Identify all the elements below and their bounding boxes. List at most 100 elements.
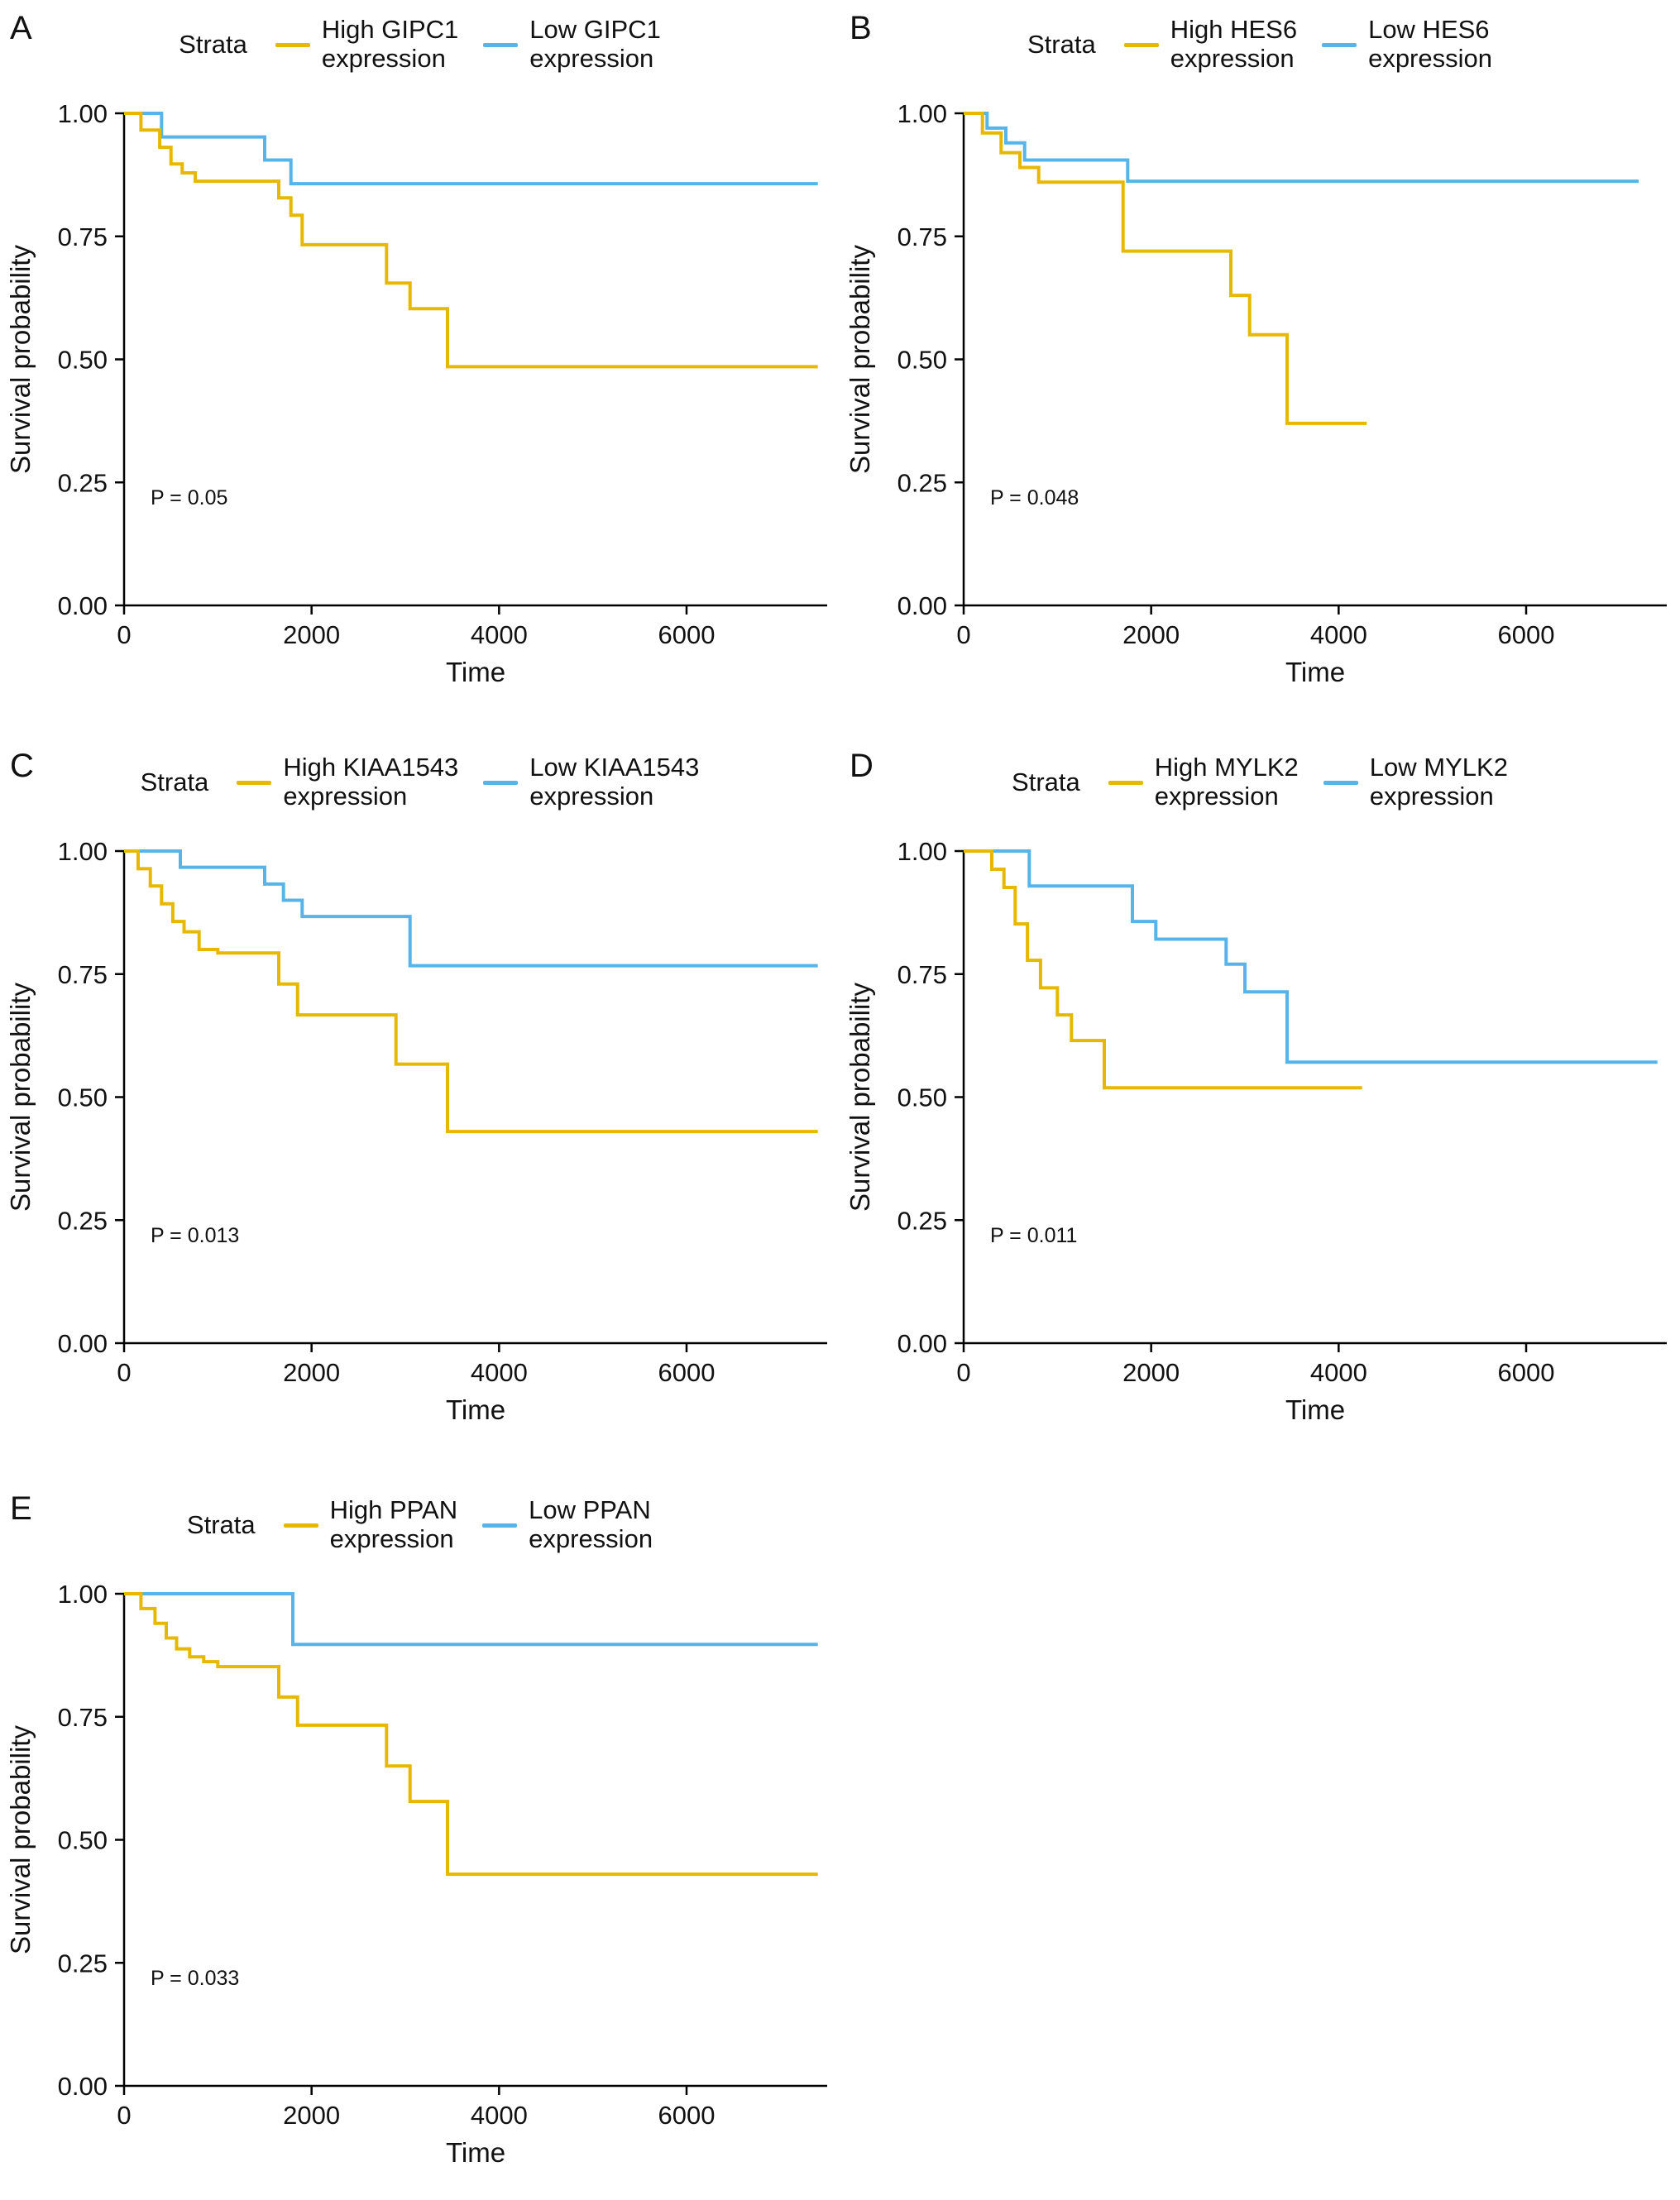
y-axis-title: Survival probability: [845, 983, 875, 1212]
x-tick-label: 0: [117, 1358, 131, 1387]
y-tick-label: 0.00: [897, 1329, 947, 1358]
y-tick-label: 0.50: [897, 346, 947, 375]
y-tick-label: 1.00: [58, 1580, 108, 1609]
panel-label-e: E: [10, 1490, 32, 1527]
x-tick-label: 2000: [283, 1358, 340, 1387]
y-tick-label: 0.00: [897, 591, 947, 620]
legend-item-low: Low KIAA1543 expression: [483, 753, 699, 811]
legend-item-low: Low HES6 expression: [1322, 15, 1492, 73]
legend-swatch-high-icon: [283, 1523, 318, 1528]
legend-label-high: High PPAN expression: [329, 1495, 458, 1553]
x-tick-label: 2000: [1122, 1358, 1180, 1387]
legend-label-high: High GIPC1 expression: [321, 15, 459, 73]
x-tick-label: 6000: [1498, 1358, 1555, 1387]
y-axis-title: Survival probability: [5, 983, 36, 1212]
legend-item-low: Low PPAN expression: [482, 1495, 653, 1553]
p-value-label: P = 0.033: [151, 1967, 239, 1990]
legend-item-high: High PPAN expression: [283, 1495, 458, 1553]
km-curve-low: [124, 849, 818, 968]
km-curve-low: [124, 112, 818, 186]
legend-label-high: High HES6 expression: [1170, 15, 1298, 73]
y-tick-label: 0.50: [897, 1083, 947, 1112]
x-tick-label: 4000: [1310, 1358, 1367, 1387]
y-tick-label: 0.75: [58, 960, 108, 989]
y-tick-label: 1.00: [58, 837, 108, 866]
p-value-label: P = 0.05: [151, 486, 227, 509]
km-curve-high: [124, 1592, 818, 1877]
x-tick-label: 2000: [283, 2101, 340, 2130]
panel-label-c: C: [10, 748, 34, 784]
panel-d: D Strata High MYLK2 expression Low MYLK2 ex…: [840, 738, 1680, 1480]
legend-label-low: Low PPAN expression: [529, 1495, 653, 1553]
legend-swatch-low-icon: [1322, 42, 1357, 47]
y-tick-label: 0.00: [58, 591, 108, 620]
km-curve-high: [964, 849, 1362, 1090]
x-tick-label: 6000: [658, 1358, 716, 1387]
legend-label-low: Low MYLK2 expression: [1369, 753, 1508, 811]
x-axis-title: Time: [1285, 1394, 1345, 1425]
y-tick-label: 0.25: [58, 1206, 108, 1235]
panel-b: B Strata High HES6 expression Low HES6 expr…: [840, 0, 1680, 738]
y-tick-label: 0.00: [58, 1329, 108, 1358]
y-tick-label: 0.75: [897, 960, 947, 989]
legend-label-high: High MYLK2 expression: [1154, 753, 1299, 811]
km-curve-high: [124, 849, 818, 1134]
y-tick-label: 0.25: [58, 1949, 108, 1978]
y-tick-label: 0.75: [58, 1703, 108, 1732]
legend-item-high: High GIPC1 expression: [275, 15, 459, 73]
legend-title: Strata: [140, 768, 209, 796]
x-tick-label: 4000: [471, 620, 528, 649]
legend-title: Strata: [1012, 768, 1080, 796]
km-plot-d: 0.00 0.25 0.50 0.75 1.00 0 2000 4000 6000 Surviva…: [845, 837, 1667, 1425]
legend-item-high: High MYLK2 expression: [1108, 753, 1299, 811]
y-tick-label: 1.00: [897, 99, 947, 128]
legend: Strata High MYLK2 expression Low MYLK2 exp…: [840, 743, 1680, 822]
y-tick-label: 0.50: [58, 346, 108, 375]
panel-e: E Strata High PPAN expression Low PPAN expr…: [0, 1480, 840, 2200]
x-axis-title: Time: [446, 657, 505, 687]
panel-label-d: D: [850, 748, 874, 784]
y-tick-label: 0.00: [58, 2072, 108, 2101]
y-tick-label: 1.00: [897, 837, 947, 866]
x-tick-label: 0: [956, 620, 970, 649]
y-tick-label: 0.75: [897, 222, 947, 251]
legend-label-low: Low KIAA1543 expression: [529, 753, 700, 811]
km-plot-e: 0.00 0.25 0.50 0.75 1.00 0 2000 4000 6000 Surviva…: [5, 1580, 827, 2168]
x-tick-label: 4000: [471, 2101, 528, 2130]
x-tick-label: 4000: [471, 1358, 528, 1387]
y-axis-title: Survival probability: [5, 1725, 36, 1954]
y-axis-title: Survival probability: [5, 245, 36, 474]
panel-label-a: A: [10, 10, 32, 46]
panel-label-b: B: [850, 10, 872, 46]
legend-label-high: High KIAA1543 expression: [283, 753, 459, 811]
legend-item-low: Low GIPC1 expression: [483, 15, 661, 73]
legend-label-low: Low HES6 expression: [1368, 15, 1492, 73]
legend-item-high: High HES6 expression: [1123, 15, 1298, 73]
legend-label-low: Low GIPC1 expression: [529, 15, 661, 73]
legend: Strata High HES6 expression Low HES6 expre…: [840, 5, 1680, 84]
y-tick-label: 0.25: [897, 1206, 947, 1235]
p-value-label: P = 0.011: [990, 1224, 1077, 1247]
x-tick-label: 0: [956, 1358, 970, 1387]
x-tick-label: 4000: [1310, 620, 1367, 649]
y-tick-label: 0.50: [58, 1083, 108, 1112]
legend-swatch-low-icon: [1323, 780, 1358, 785]
legend-item-low: Low MYLK2 expression: [1323, 753, 1508, 811]
x-tick-label: 6000: [658, 620, 716, 649]
legend-swatch-low-icon: [483, 42, 519, 47]
legend-swatch-low-icon: [483, 780, 519, 785]
legend-title: Strata: [1027, 30, 1096, 59]
p-value-label: P = 0.013: [151, 1224, 239, 1247]
legend-swatch-high-icon: [275, 42, 310, 47]
km-curve-low: [964, 849, 1658, 1064]
km-plot-c: 0.00 0.25 0.50 0.75 1.00 0 2000 4000 6000 Surviva…: [5, 837, 827, 1425]
y-axis-title: Survival probability: [845, 245, 875, 474]
legend-title: Strata: [179, 30, 247, 59]
km-plot-a: 0.00 0.25 0.50 0.75 1.00 0 2000 4000 6000 Surviva…: [5, 99, 827, 687]
legend-title: Strata: [186, 1510, 256, 1539]
legend: Strata High KIAA1543 expression Low KIAA15…: [0, 743, 840, 822]
y-tick-label: 0.25: [58, 468, 108, 497]
y-tick-label: 0.75: [58, 222, 108, 251]
x-axis-title: Time: [446, 2137, 505, 2168]
